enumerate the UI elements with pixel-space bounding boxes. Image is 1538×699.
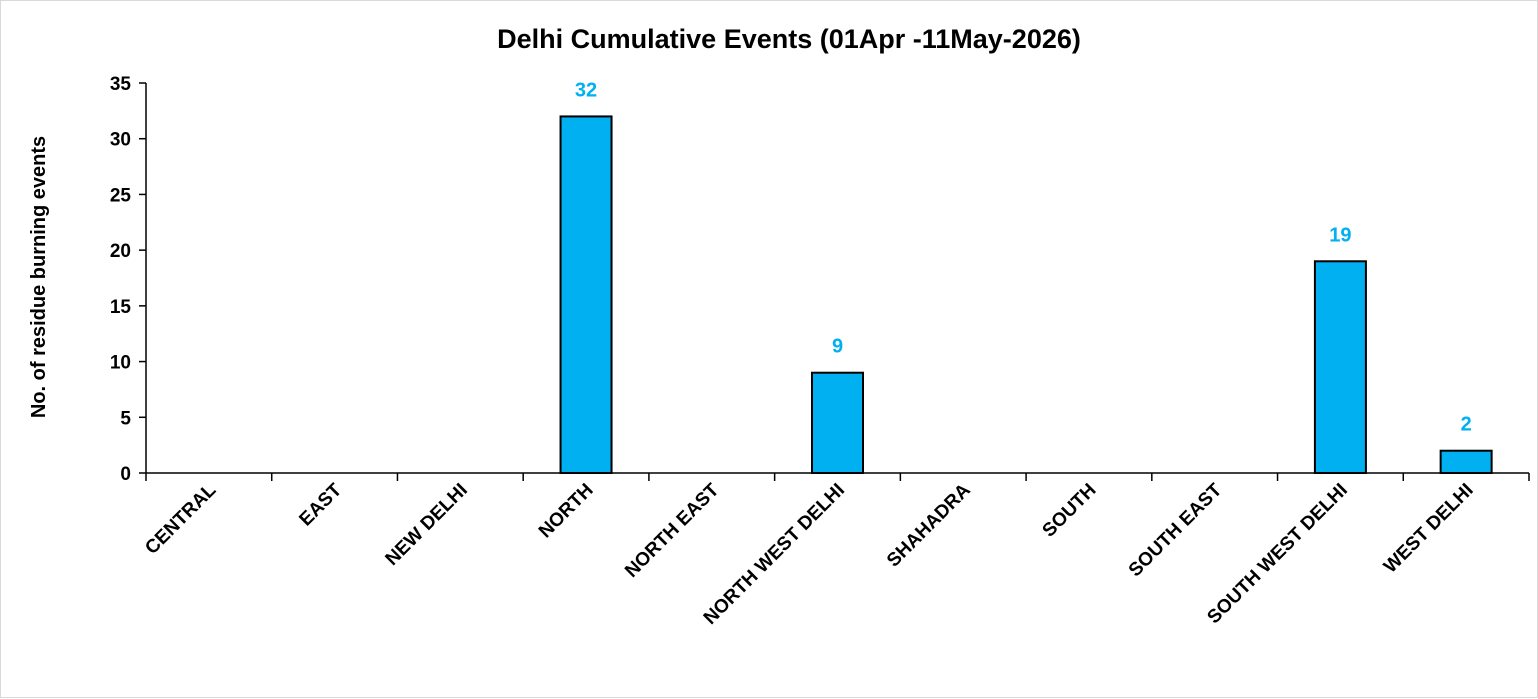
category-label: SHAHADRA	[883, 479, 975, 571]
data-label: 19	[1329, 224, 1351, 246]
category-label: NORTH WEST DELHI	[700, 480, 849, 629]
category-label: SOUTH WEST DELHI	[1203, 480, 1351, 628]
bar-north-west-delhi	[811, 371, 864, 475]
bar-north	[559, 115, 613, 475]
category-label: NORTH	[535, 480, 598, 543]
y-tick-label: 0	[120, 464, 131, 485]
category-label: CENTRAL	[141, 479, 220, 558]
data-label: 32	[575, 79, 597, 101]
category-label: SOUTH	[1039, 480, 1101, 542]
bar-south-west-delhi	[1313, 260, 1367, 474]
data-label: 9	[832, 336, 843, 358]
y-axis-label: No. of residue burning events	[28, 136, 50, 418]
category-label: NORTH EAST	[621, 479, 723, 581]
y-tick-label: 5	[120, 408, 131, 429]
category-label: NEW DELHI	[382, 480, 472, 570]
y-tick-label: 10	[110, 353, 131, 374]
data-label: 2	[1461, 414, 1472, 436]
y-tick-label: 35	[110, 74, 132, 95]
category-label: EAST	[295, 479, 346, 530]
y-tick-label: 25	[110, 185, 132, 206]
y-tick-label: 15	[110, 297, 132, 318]
bar-west-delhi	[1439, 449, 1493, 475]
y-tick-label: 30	[110, 130, 131, 151]
chart-title: Delhi Cumulative Events (01Apr -11May-20…	[497, 24, 1081, 54]
category-label: SOUTH EAST	[1125, 479, 1227, 581]
plot-area: 0 5 10 15 20 25 30 35 CENTRAL EAST NEW DELHI NORTH N…	[110, 74, 1530, 629]
category-label: WEST DELHI	[1380, 480, 1478, 578]
y-tick-label: 20	[110, 241, 131, 262]
